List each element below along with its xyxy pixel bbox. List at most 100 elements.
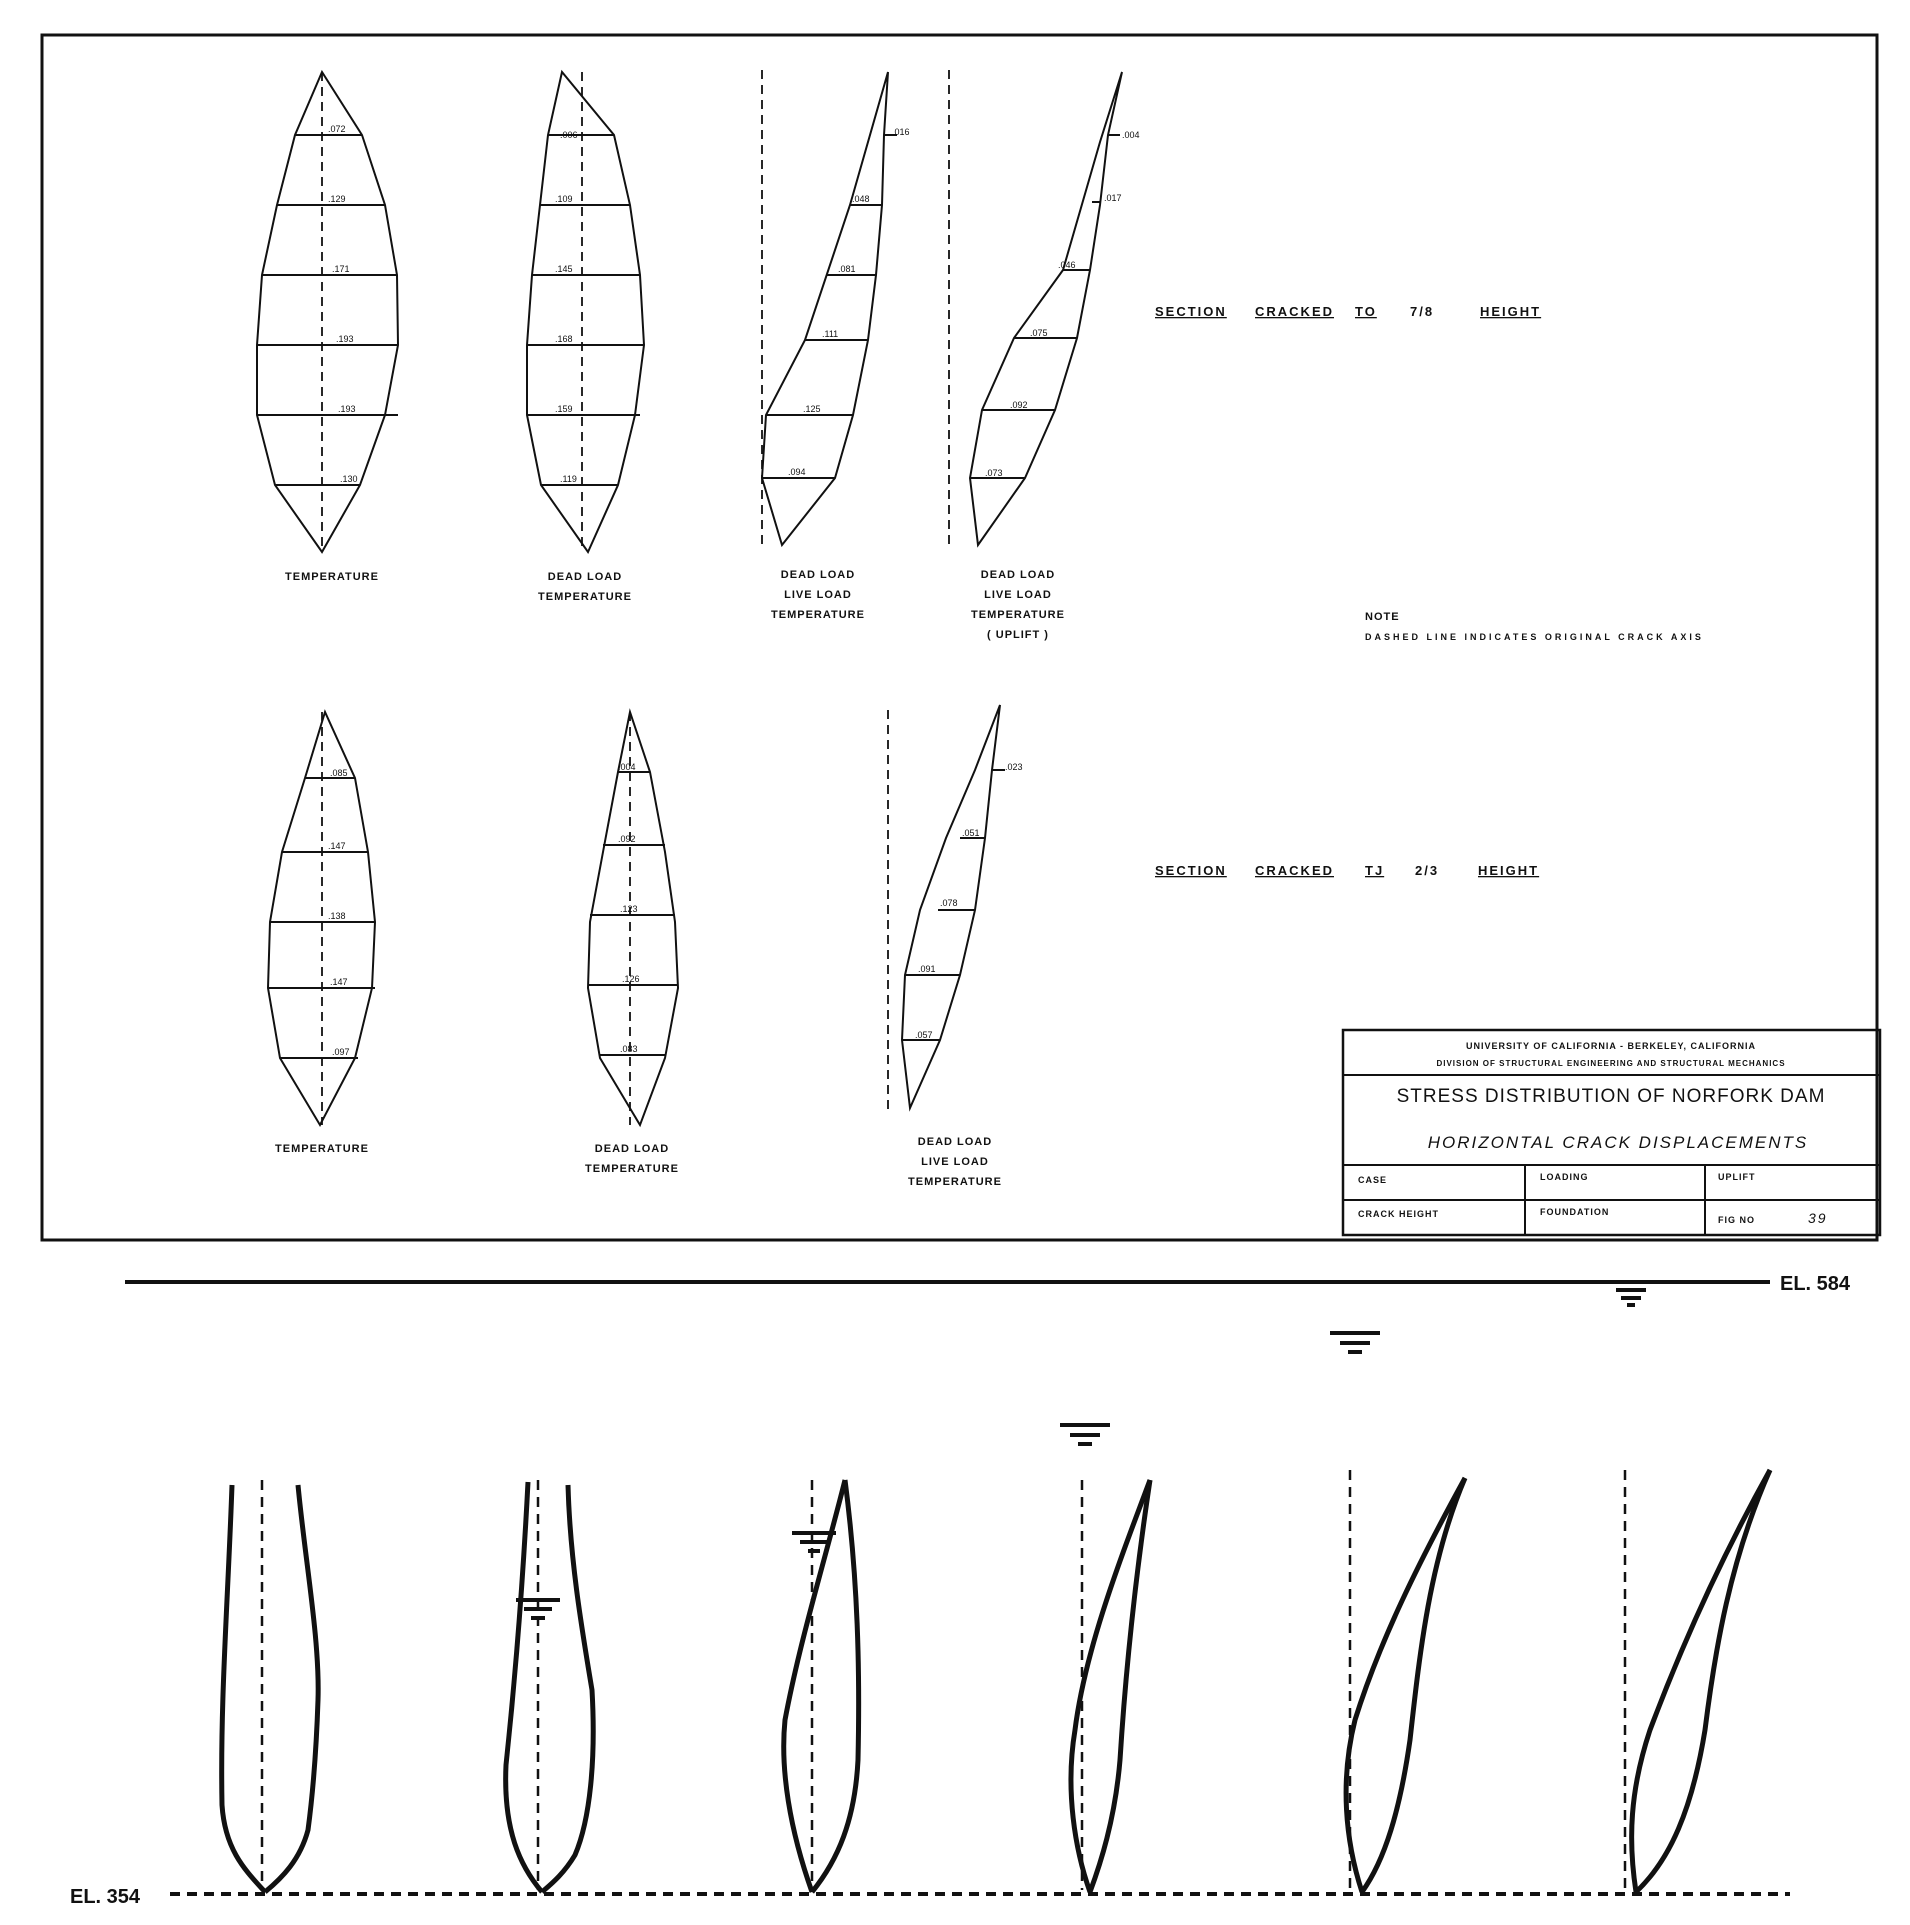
upper-upl-value-5: .092 [1010,400,1028,410]
upper-temp-value-1: .072 [328,124,346,134]
upper-dll-value-1: .016 [892,127,910,137]
upper-dll-label-2: LIVE LOAD [784,589,852,601]
note-block: NOTE DASHED LINE INDICATES ORIGINAL CRAC… [1365,611,1704,642]
elevation-profile-4 [1068,1479,1153,1893]
lower-dll-label-2: LIVE LOAD [921,1156,989,1168]
tb-uplift: UPLIFT [1718,1172,1756,1182]
lower-temp-value-2: .147 [328,841,346,851]
lower-dll-label-1: DEAD LOAD [918,1136,992,1148]
sheet-border [40,33,1879,1242]
upper-upl-label-3: TEMPERATURE [971,609,1065,621]
upper-temp-value-6: .130 [340,474,358,484]
lower-dll-value-4: .091 [918,964,936,974]
upper-dll-value-5: .125 [803,404,821,414]
section-heading-upper: SECTION CRACKED TO 7/8 HEIGHT [1155,304,1541,319]
top-elevation-label: EL. 584 [1780,1273,1851,1295]
lower-dll-value-2: .051 [962,828,980,838]
tb-fig-label: FIG NO [1718,1215,1755,1225]
tb-subtitle: HORIZONTAL CRACK DISPLACEMENTS [1428,1133,1809,1152]
upper-diagram-deadload-temperature: .006 .109 .145 .168 .159 .119 DEAD LOAD … [526,69,646,603]
tb-university: UNIVERSITY OF CALIFORNIA - BERKELEY, CAL… [1466,1041,1756,1051]
upper-temp-value-4: .193 [336,334,354,344]
lower-temp-value-3: .138 [328,911,346,921]
lower-dll-value-3: .078 [940,898,958,908]
tb-loading: LOADING [1540,1172,1589,1182]
upper-upl-label-2: LIVE LOAD [984,589,1052,601]
title-block: UNIVERSITY OF CALIFORNIA - BERKELEY, CAL… [1341,1028,1882,1237]
elevation-profile-3 [781,1479,862,1894]
upper-upl-label-1: DEAD LOAD [981,569,1055,581]
tb-foundation: FOUNDATION [1540,1207,1609,1217]
note-title: NOTE [1365,611,1400,623]
lower-dl-label-2: TEMPERATURE [585,1163,679,1175]
upper-heading-word-2: CRACKED [1255,304,1334,319]
lower-heading-tail: HEIGHT [1478,863,1539,878]
lower-diagram-dl-ll-temperature: .023 .051 .078 .091 .057 DEAD LOAD LIVE … [887,704,1023,1188]
lower-dll-label-3: TEMPERATURE [908,1176,1002,1188]
upper-dl-value-4: .168 [555,334,573,344]
lower-diagram-temperature: .085 .147 .138 .147 .097 TEMPERATURE [266,709,377,1155]
water-level-marker-3 [1060,1423,1110,1446]
tb-fig-number: 39 [1808,1210,1828,1226]
upper-heading-word-3: TO [1355,304,1377,319]
upper-temp-value-3: .171 [332,264,350,274]
upper-dll-label-1: DEAD LOAD [781,569,855,581]
elevation-profile-2 [503,1480,596,1894]
water-level-marker-2 [1330,1331,1380,1354]
upper-dll-label-3: TEMPERATURE [771,609,865,621]
upper-diagram-dl-ll-temperature: .016 .048 .081 .111 .125 .094 DEAD LOAD … [760,70,910,621]
water-level-marker-1 [1616,1288,1646,1307]
upper-dll-value-2: .048 [852,194,870,204]
upper-dll-value-6: .094 [788,467,806,477]
lower-dl-value-3: .123 [620,904,638,914]
upper-diagram-temperature: .072 .129 .171 .193 .193 .130 TEMPERATUR… [256,69,400,583]
upper-temp-value-5: .193 [338,404,356,414]
tb-crack-height: CRACK HEIGHT [1358,1209,1439,1219]
lower-dl-value-5: .083 [620,1044,638,1054]
upper-temp-value-2: .129 [328,194,346,204]
lower-dl-label-1: DEAD LOAD [595,1143,669,1155]
upper-upl-label-4: ( UPLIFT ) [987,629,1049,641]
upper-dl-label-1: DEAD LOAD [548,571,622,583]
upper-dl-value-2: .109 [555,194,573,204]
upper-dl-value-1: .006 [560,130,578,140]
lower-dl-value-2: .092 [618,834,636,844]
upper-dl-value-6: .119 [560,474,577,484]
tb-division: DIVISION OF STRUCTURAL ENGINEERING AND S… [1436,1059,1785,1068]
upper-dl-label-2: TEMPERATURE [538,591,632,603]
lower-heading-word-3: TJ [1365,863,1384,878]
lower-heading-fraction: 2/3 [1415,863,1439,878]
lower-heading-word-1: SECTION [1155,863,1227,878]
elevation-profile-5 [1343,1470,1468,1894]
lower-heading-word-2: CRACKED [1255,863,1334,878]
upper-heading-fraction: 7/8 [1410,304,1434,319]
lower-temp-value-4: .147 [330,977,348,987]
elevation-profile-6 [1623,1468,1773,1894]
lower-diagram-deadload-temperature: .004 .092 .123 .126 .083 DEAD LOAD TEMPE… [585,708,680,1175]
lower-temp-label: TEMPERATURE [275,1143,369,1155]
elevation-profile-1 [219,1480,321,1894]
tb-title: STRESS DISTRIBUTION OF NORFORK DAM [1397,1086,1826,1107]
upper-dll-value-3: .081 [838,264,856,274]
upper-diagram-dl-ll-temperature-uplift: .004 .017 .046 .075 .092 .073 DEAD LOAD … [948,70,1140,641]
upper-dll-value-4: .111 [822,329,838,339]
elevation-view: EL. 584 EL. 354 [70,1273,1851,1908]
upper-upl-value-6: .073 [985,468,1003,478]
upper-dl-value-3: .145 [555,264,573,274]
note-text: DASHED LINE INDICATES ORIGINAL CRACK AXI… [1365,632,1704,642]
upper-dl-value-5: .159 [555,404,573,414]
upper-upl-value-1: .004 [1122,130,1140,140]
upper-heading-tail: HEIGHT [1480,304,1541,319]
section-heading-lower: SECTION CRACKED TJ 2/3 HEIGHT [1155,863,1539,878]
lower-temp-value-5: .097 [332,1047,350,1057]
upper-upl-value-4: .075 [1030,328,1048,338]
upper-upl-value-3: .046 [1058,260,1076,270]
lower-dl-value-4: .126 [622,974,640,984]
lower-temp-value-1: .085 [330,768,348,778]
upper-heading-word-1: SECTION [1155,304,1227,319]
upper-temp-label: TEMPERATURE [285,571,379,583]
tb-case: CASE [1358,1175,1387,1185]
bottom-elevation-label: EL. 354 [70,1886,141,1908]
lower-dl-value-1: .004 [618,762,636,772]
